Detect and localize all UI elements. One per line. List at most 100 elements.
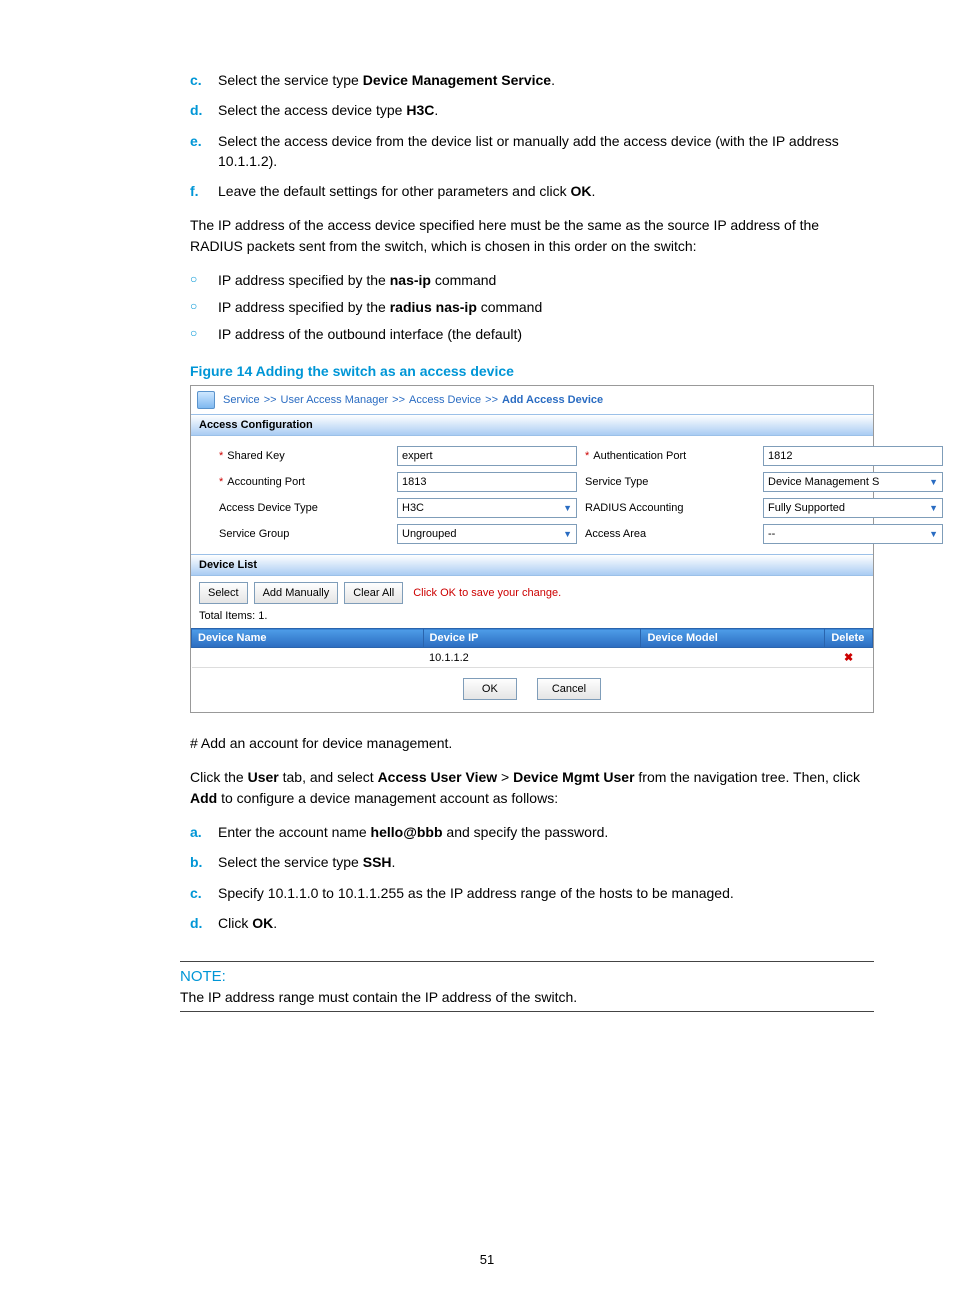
chevron-down-icon: ▼ xyxy=(563,529,572,539)
breadcrumb-sep: >> xyxy=(264,394,277,406)
input-value: 1813 xyxy=(402,476,426,488)
text: IP address specified by the xyxy=(218,299,390,315)
select-button[interactable]: Select xyxy=(199,582,248,604)
list-text: IP address specified by the nas-ip comma… xyxy=(218,270,874,291)
select-service-type[interactable]: Device Management S▼ xyxy=(763,472,943,492)
breadcrumb-current: Add Access Device xyxy=(502,394,603,406)
section-header: Access Configuration xyxy=(191,414,873,436)
select-access-device-type[interactable]: H3C▼ xyxy=(397,498,577,518)
breadcrumb: Service >> User Access Manager >> Access… xyxy=(191,386,873,414)
step-letter: a. xyxy=(190,822,218,842)
text: > xyxy=(497,769,513,785)
step-b: b. Select the service type SSH. xyxy=(190,852,874,872)
text: to configure a device management account… xyxy=(217,790,558,806)
breadcrumb-item[interactable]: Access Device xyxy=(409,394,481,406)
total-items: Total Items: 1. xyxy=(191,608,873,628)
input-value: 1812 xyxy=(768,450,792,462)
text: Click xyxy=(218,915,252,931)
label-acct-port: *Accounting Port xyxy=(219,476,389,488)
section-header: Device List xyxy=(191,554,873,576)
cell-device-ip: 10.1.1.2 xyxy=(423,648,641,668)
step-c2: c. Specify 10.1.1.0 to 10.1.1.255 as the… xyxy=(190,883,874,903)
label-text: Authentication Port xyxy=(593,450,686,462)
delete-icon[interactable]: ✖ xyxy=(825,648,873,668)
label-access-area: Access Area xyxy=(585,528,755,540)
list-item: ○ IP address specified by the radius nas… xyxy=(190,297,874,318)
text: . xyxy=(273,915,277,931)
text: Leave the default settings for other par… xyxy=(218,183,571,199)
list-text: IP address specified by the radius nas-i… xyxy=(218,297,874,318)
label-radius-acct: RADIUS Accounting xyxy=(585,502,755,514)
paragraph: # Add an account for device management. xyxy=(190,733,874,753)
breadcrumb-sep: >> xyxy=(392,394,405,406)
page-number: 51 xyxy=(90,1252,884,1267)
text: tab, and select xyxy=(279,769,378,785)
bold: OK xyxy=(252,915,273,931)
text: IP address of the outbound interface (th… xyxy=(218,326,522,342)
step-text: Select the service type Device Managemen… xyxy=(218,70,874,90)
step-d2: d. Click OK. xyxy=(190,913,874,933)
text: command xyxy=(431,272,496,288)
input-shared-key[interactable]: expert xyxy=(397,446,577,466)
paragraph: The IP address of the access device spec… xyxy=(190,215,874,256)
bold: Access User View xyxy=(378,769,498,785)
note-body: The IP address range must contain the IP… xyxy=(180,989,874,1005)
step-text: Click OK. xyxy=(218,913,874,933)
text: from the navigation tree. Then, click xyxy=(635,769,860,785)
breadcrumb-item[interactable]: User Access Manager xyxy=(281,394,389,406)
input-acct-port[interactable]: 1813 xyxy=(397,472,577,492)
ok-button[interactable]: OK xyxy=(463,678,517,700)
step-c: c. Select the service type Device Manage… xyxy=(190,70,874,90)
text: Select the service type xyxy=(218,72,363,88)
step-letter: d. xyxy=(190,913,218,933)
clear-all-button[interactable]: Clear All xyxy=(344,582,403,604)
device-table: Device Name Device IP Device Model Delet… xyxy=(191,628,873,668)
list-item: ○ IP address specified by the nas-ip com… xyxy=(190,270,874,291)
label-access-device-type: Access Device Type xyxy=(219,502,389,514)
bullet-icon: ○ xyxy=(190,270,218,291)
cancel-button[interactable]: Cancel xyxy=(537,678,601,700)
text: IP address specified by the xyxy=(218,272,390,288)
col-device-model: Device Model xyxy=(641,629,825,648)
dialog-buttons: OK Cancel xyxy=(191,668,873,712)
bullet-icon: ○ xyxy=(190,297,218,318)
text: Click the xyxy=(190,769,248,785)
divider xyxy=(180,961,874,962)
figure-caption: Figure 14 Adding the switch as an access… xyxy=(190,363,884,379)
list-item: ○ IP address of the outbound interface (… xyxy=(190,324,874,345)
bullet-icon: ○ xyxy=(190,324,218,345)
bold: nas-ip xyxy=(390,272,431,288)
bold: SSH xyxy=(363,854,392,870)
cell-device-name xyxy=(192,648,424,668)
text: command xyxy=(477,299,542,315)
label-text: Shared Key xyxy=(227,450,284,462)
chevron-down-icon: ▼ xyxy=(929,529,938,539)
breadcrumb-item[interactable]: Service xyxy=(223,394,260,406)
select-access-area[interactable]: --▼ xyxy=(763,524,943,544)
select-service-group[interactable]: Ungrouped▼ xyxy=(397,524,577,544)
text: . xyxy=(392,854,396,870)
col-device-ip: Device IP xyxy=(423,629,641,648)
input-auth-port[interactable]: 1812 xyxy=(763,446,943,466)
text: Select the access device from the device… xyxy=(218,133,839,169)
select-value: Device Management S xyxy=(768,476,879,488)
bold: hello@bbb xyxy=(371,824,443,840)
text: Specify 10.1.1.0 to 10.1.1.255 as the IP… xyxy=(218,885,734,901)
step-letter: b. xyxy=(190,852,218,872)
chevron-down-icon: ▼ xyxy=(563,503,572,513)
col-device-name: Device Name xyxy=(192,629,424,648)
text: Select the access device type xyxy=(218,102,406,118)
select-value: Fully Supported xyxy=(768,502,845,514)
text: Select the service type xyxy=(218,854,363,870)
add-manually-button[interactable]: Add Manually xyxy=(254,582,339,604)
label-service-type: Service Type xyxy=(585,476,755,488)
divider xyxy=(180,1011,874,1012)
select-radius-acct[interactable]: Fully Supported▼ xyxy=(763,498,943,518)
bold: Device Management Service xyxy=(363,72,551,88)
step-text: Leave the default settings for other par… xyxy=(218,181,874,201)
step-letter: c. xyxy=(190,70,218,90)
text: . xyxy=(592,183,596,199)
access-config-form: *Shared Key expert *Authentication Port … xyxy=(191,436,873,554)
bold: Add xyxy=(190,790,217,806)
text: Enter the account name xyxy=(218,824,371,840)
